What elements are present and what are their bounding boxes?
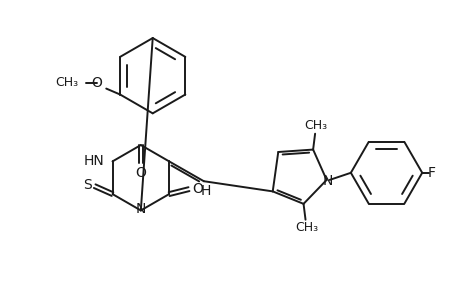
Text: CH₃: CH₃ (304, 119, 327, 132)
Text: HN: HN (84, 154, 104, 168)
Text: S: S (83, 178, 92, 192)
Text: F: F (427, 166, 435, 180)
Text: N: N (135, 202, 146, 216)
Text: O: O (135, 166, 146, 180)
Text: O: O (91, 76, 101, 90)
Text: H: H (200, 184, 211, 198)
Text: O: O (192, 182, 203, 196)
Text: CH₃: CH₃ (55, 76, 78, 89)
Text: CH₃: CH₃ (294, 221, 317, 234)
Text: N: N (322, 174, 332, 188)
